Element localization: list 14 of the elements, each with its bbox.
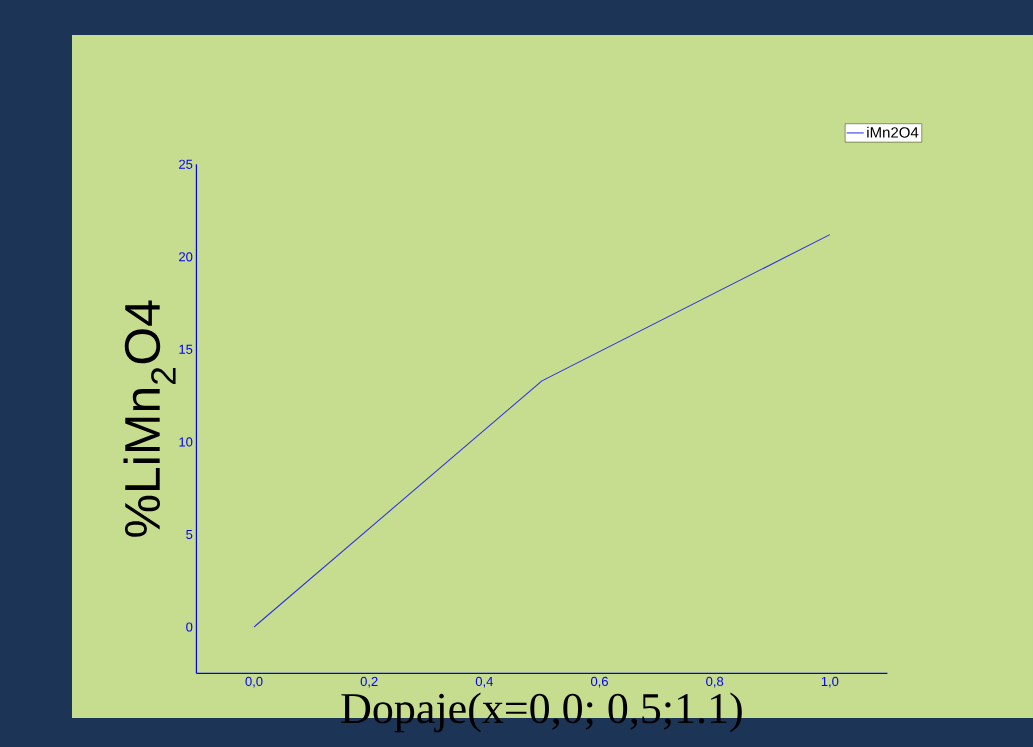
x-tick-label: 1,0 bbox=[821, 676, 839, 688]
y-tick-label: 15 bbox=[179, 344, 193, 354]
legend-label: iMn2O4 bbox=[867, 126, 919, 138]
y-tick-label: 25 bbox=[179, 159, 193, 169]
y-tick-label: 20 bbox=[179, 252, 193, 262]
y-tick-label: 5 bbox=[186, 529, 193, 539]
x-tick-label: 0,6 bbox=[590, 676, 608, 688]
y-tick-label: 0 bbox=[186, 622, 193, 632]
x-tick-label: 0,8 bbox=[706, 676, 724, 688]
x-tick-label: 0,4 bbox=[475, 676, 493, 688]
y-axis-title: %LiMn$_{2}$O4 bbox=[123, 300, 176, 537]
x-tick-label: 0,2 bbox=[360, 676, 378, 688]
x-tick-label: 0,0 bbox=[245, 676, 263, 688]
y-tick-label: 10 bbox=[179, 437, 193, 447]
